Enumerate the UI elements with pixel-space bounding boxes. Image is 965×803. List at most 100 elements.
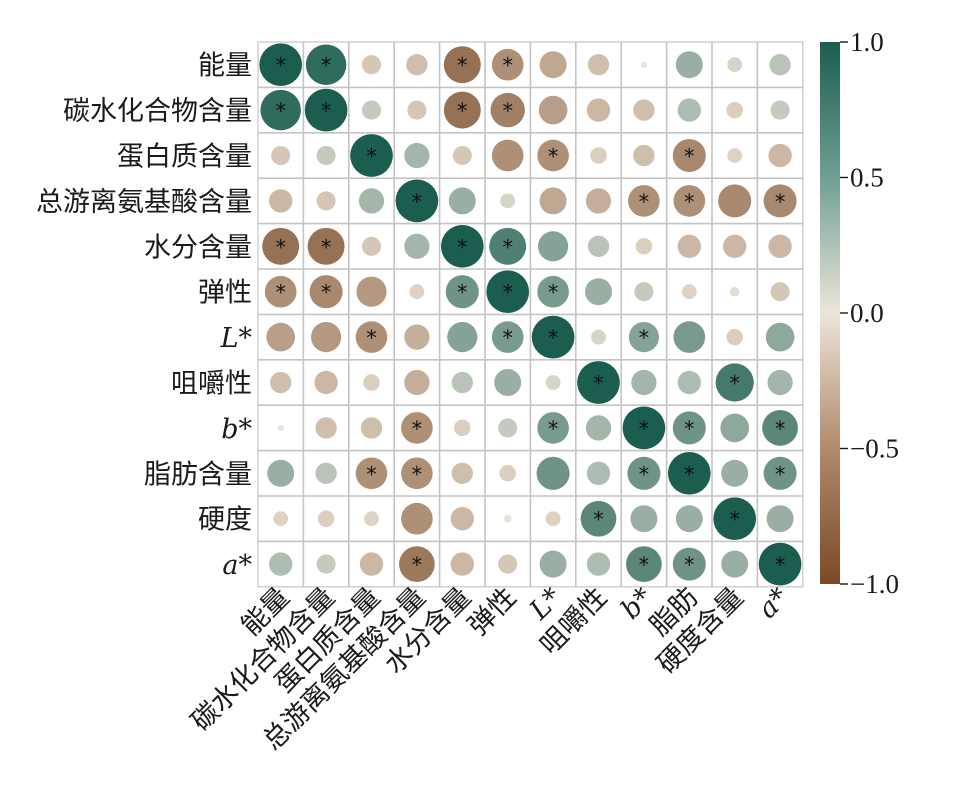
row-label: 咀嚼性 bbox=[171, 369, 252, 400]
colorbar-tick-label: −0.5 bbox=[850, 434, 899, 464]
correlation-dot bbox=[500, 193, 516, 209]
heatmap-grid bbox=[257, 41, 804, 588]
row-label: L* bbox=[220, 323, 253, 354]
correlation-dot bbox=[677, 98, 701, 122]
correlation-dot bbox=[307, 227, 345, 265]
correlation-dot bbox=[720, 413, 750, 443]
correlation-dot bbox=[361, 236, 382, 256]
significance-marker: * bbox=[412, 190, 423, 214]
correlation-dot bbox=[363, 374, 380, 391]
significance-marker: * bbox=[502, 281, 513, 305]
correlation-dot bbox=[634, 282, 654, 302]
correlation-dot bbox=[631, 369, 657, 396]
correlation-dot bbox=[269, 552, 293, 576]
correlation-dot bbox=[454, 419, 471, 437]
correlation-dot bbox=[577, 361, 620, 404]
row-label: 能量 bbox=[198, 51, 252, 82]
correlation-dot bbox=[309, 275, 343, 309]
correlation-dot bbox=[404, 324, 430, 350]
correlation-dot bbox=[304, 88, 348, 132]
correlation-dot bbox=[723, 234, 747, 258]
significance-marker: * bbox=[412, 553, 423, 577]
correlation-dot bbox=[545, 511, 561, 527]
correlation-dot bbox=[677, 234, 701, 258]
correlation-dot bbox=[765, 322, 795, 352]
correlation-dot bbox=[450, 552, 474, 576]
colorbar-tick-label: 0.0 bbox=[850, 298, 884, 328]
significance-marker: * bbox=[502, 235, 513, 259]
correlation-dot bbox=[640, 61, 647, 68]
correlation-dot bbox=[401, 502, 433, 535]
correlation-dot bbox=[314, 370, 338, 395]
row-label: a* bbox=[222, 550, 252, 581]
significance-marker: * bbox=[548, 326, 559, 350]
correlation-dot bbox=[545, 375, 561, 390]
correlation-dot bbox=[311, 322, 342, 353]
significance-marker: * bbox=[366, 145, 377, 169]
significance-marker: * bbox=[412, 462, 423, 486]
correlation-dot bbox=[531, 315, 575, 359]
correlation-dot bbox=[260, 89, 301, 131]
correlation-dot bbox=[361, 100, 382, 120]
correlation-dot bbox=[580, 500, 617, 537]
correlation-dot bbox=[767, 369, 793, 396]
correlation-dot bbox=[762, 410, 798, 446]
significance-marker: * bbox=[275, 235, 286, 259]
correlation-dot bbox=[399, 546, 435, 582]
significance-marker: * bbox=[321, 99, 332, 123]
row-label: 弹性 bbox=[198, 278, 252, 309]
correlation-dot bbox=[316, 191, 336, 211]
significance-marker: * bbox=[684, 553, 695, 577]
correlation-dot bbox=[404, 142, 430, 169]
correlation-dot bbox=[443, 91, 481, 129]
correlation-dot bbox=[758, 542, 802, 586]
correlation-dot bbox=[486, 270, 530, 314]
correlation-dot bbox=[635, 238, 653, 255]
correlation-dot bbox=[315, 462, 337, 484]
correlation-dot bbox=[491, 48, 524, 81]
row-label: 总游离氨基酸含量 bbox=[36, 187, 252, 218]
significance-marker: * bbox=[457, 235, 468, 259]
correlation-dot bbox=[491, 321, 524, 353]
correlation-dot bbox=[536, 456, 570, 490]
significance-marker: * bbox=[412, 417, 423, 441]
correlation-dot bbox=[587, 54, 610, 76]
correlation-dot bbox=[630, 505, 658, 533]
row-label: 水分含量 bbox=[144, 232, 252, 263]
significance-marker: * bbox=[275, 99, 286, 123]
correlation-dot bbox=[675, 51, 703, 79]
correlation-dot bbox=[539, 187, 567, 215]
correlation-dot bbox=[450, 507, 474, 531]
significance-marker: * bbox=[502, 99, 513, 123]
significance-marker: * bbox=[775, 417, 786, 441]
correlation-dot bbox=[359, 552, 384, 576]
correlation-dot bbox=[622, 406, 666, 450]
correlation-dot bbox=[726, 101, 743, 119]
significance-marker: * bbox=[457, 281, 468, 305]
significance-marker: * bbox=[639, 417, 650, 441]
significance-marker: * bbox=[275, 54, 286, 78]
correlation-dot bbox=[317, 510, 335, 527]
significance-marker: * bbox=[548, 417, 559, 441]
significance-marker: * bbox=[275, 281, 286, 305]
column-label: a* bbox=[752, 581, 795, 624]
correlation-dot bbox=[721, 459, 749, 487]
significance-marker: * bbox=[502, 54, 513, 78]
correlation-dot bbox=[447, 322, 478, 353]
correlation-dot bbox=[727, 57, 743, 73]
correlation-dot bbox=[768, 143, 792, 168]
significance-marker: * bbox=[593, 508, 604, 532]
correlation-dot bbox=[626, 546, 662, 582]
significance-marker: * bbox=[321, 54, 332, 78]
correlation-dot bbox=[350, 134, 393, 177]
significance-marker: * bbox=[457, 54, 468, 78]
significance-marker: * bbox=[548, 145, 559, 169]
significance-marker: * bbox=[639, 190, 650, 214]
correlation-dot bbox=[262, 227, 300, 265]
correlation-dot bbox=[355, 321, 388, 353]
significance-marker: * bbox=[366, 326, 377, 350]
correlation-dot bbox=[440, 224, 484, 268]
correlation-dot bbox=[271, 145, 291, 166]
correlation-dot bbox=[769, 54, 791, 76]
